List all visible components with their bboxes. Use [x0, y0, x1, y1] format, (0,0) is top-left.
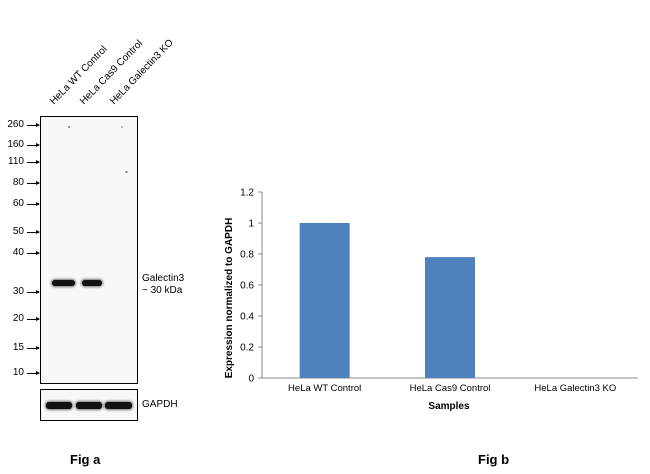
gapdh-band-wt	[46, 402, 72, 409]
gapdh-band-cas9	[76, 402, 102, 409]
mw-tick	[27, 123, 40, 127]
loading-control-label: GAPDH	[142, 399, 178, 410]
mw-label: 110	[8, 156, 24, 167]
mw-label: 60	[12, 198, 24, 209]
galectin3-band-wt	[52, 280, 75, 286]
gapdh-band-ko	[105, 402, 132, 409]
mw-label: 15	[12, 342, 24, 353]
x-category-label: HeLa Galectin3 KO	[534, 383, 616, 394]
y-tick-label: 0.2	[240, 343, 254, 354]
membrane-speck	[125, 171, 128, 173]
y-tick-label: 0.4	[240, 312, 254, 323]
y-tick-label: 0.6	[240, 281, 254, 292]
blot-membrane	[40, 116, 138, 384]
figure-b-caption: Fig b	[478, 452, 510, 467]
mw-tick	[27, 202, 40, 206]
mw-label: 160	[7, 139, 24, 150]
target-label-name: Galectin3	[142, 273, 185, 284]
x-category-label: HeLa Cas9 Control	[410, 383, 491, 394]
chart-x-axis-label: Samples	[428, 401, 470, 412]
bar	[299, 223, 350, 378]
mw-tick	[27, 290, 40, 294]
mw-tick	[27, 160, 40, 164]
bar	[425, 257, 475, 378]
figure-a-caption: Fig a	[70, 452, 101, 467]
mw-label: 20	[12, 313, 24, 324]
membrane-speck	[121, 126, 123, 128]
loading-control-membrane	[40, 389, 138, 421]
mw-tick	[27, 251, 40, 255]
mw-label: 260	[7, 119, 24, 130]
mw-label: 30	[12, 286, 24, 297]
y-tick-label: 0	[248, 374, 254, 385]
mw-tick	[27, 230, 40, 234]
target-label-size: ~ 30 kDa	[142, 285, 183, 296]
mw-tick	[27, 181, 40, 185]
membrane-speck	[68, 126, 70, 128]
mw-tick	[27, 317, 40, 321]
galectin3-band-cas9	[82, 280, 102, 286]
y-tick-label: 0.8	[240, 250, 254, 261]
mw-label: 80	[12, 177, 24, 188]
y-tick-label: 1.2	[240, 188, 254, 199]
mw-label: 10	[12, 367, 24, 378]
mw-tick	[27, 371, 40, 375]
mw-label: 50	[12, 226, 24, 237]
mw-label: 40	[12, 247, 24, 258]
mw-tick	[27, 143, 40, 147]
chart-y-axis-label: Expression normalized to GAPDH	[224, 218, 235, 379]
y-tick-label: 1	[248, 219, 254, 230]
mw-tick	[27, 346, 40, 350]
x-category-label: HeLa WT Control	[288, 383, 361, 394]
